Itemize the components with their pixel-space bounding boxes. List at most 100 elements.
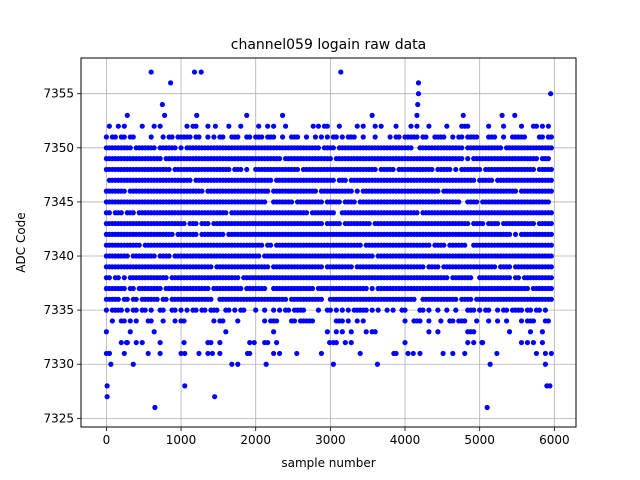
data-point [148, 134, 154, 140]
data-point [238, 166, 244, 173]
data-point [372, 134, 378, 140]
data-point [460, 112, 466, 118]
data-point [339, 134, 345, 140]
data-point [536, 307, 543, 313]
data-point [268, 242, 274, 248]
data-point [291, 318, 298, 324]
data-point [357, 242, 363, 248]
data-point [124, 253, 130, 259]
data-point [333, 339, 339, 346]
data-point [348, 339, 354, 346]
data-point [121, 285, 127, 292]
data-point [127, 329, 133, 335]
data-point [244, 350, 251, 357]
data-point [489, 177, 495, 183]
data-point [160, 134, 166, 140]
data-point [330, 210, 336, 216]
data-point [426, 123, 432, 129]
data-point [262, 285, 268, 292]
data-point [163, 296, 169, 302]
data-point [515, 275, 522, 281]
data-point [148, 307, 154, 313]
data-point [169, 231, 175, 237]
data-point [342, 177, 348, 183]
data-point [312, 134, 319, 140]
data-point [262, 318, 268, 324]
data-point [282, 296, 289, 302]
data-point [396, 134, 402, 140]
data-point [360, 318, 366, 324]
data-point [271, 329, 277, 335]
data-point [276, 307, 283, 313]
x-tick-label: 6000 [539, 433, 570, 447]
data-point [136, 242, 142, 248]
data-point [336, 199, 342, 205]
data-point [330, 177, 336, 183]
data-point [318, 296, 325, 302]
data-point [217, 350, 223, 357]
data-point [465, 220, 471, 227]
data-point [420, 264, 426, 270]
data-point [106, 210, 112, 216]
x-axis-ticks: 0 1000 2000 3000 4000 5000 6000 [103, 427, 570, 447]
data-point [130, 210, 136, 216]
chart-title: channel059 logain raw data [231, 37, 426, 53]
data-point [459, 145, 465, 151]
data-point [152, 404, 158, 411]
data-point [123, 339, 130, 346]
y-tick-label: 7330 [43, 357, 74, 371]
data-point [121, 318, 127, 324]
data-point [212, 123, 218, 129]
data-point [450, 318, 456, 324]
data-point [477, 307, 483, 313]
data-point [118, 339, 124, 346]
data-point [426, 307, 432, 313]
data-point [160, 318, 166, 324]
data-point [339, 307, 345, 313]
y-axis-label: ADC Code [14, 212, 28, 272]
data-point [205, 134, 211, 140]
data-point [495, 220, 501, 227]
data-point [193, 220, 199, 227]
data-point [462, 242, 468, 248]
data-point [387, 134, 393, 140]
data-point [495, 318, 501, 324]
data-point [205, 350, 211, 357]
data-point [527, 329, 534, 335]
data-point [265, 188, 271, 194]
data-point [178, 350, 184, 357]
data-point [548, 210, 554, 216]
data-point [524, 339, 531, 346]
data-point [374, 361, 381, 367]
x-tick-label: 0 [103, 433, 111, 447]
data-point [499, 112, 505, 118]
data-point [363, 307, 369, 313]
data-point [247, 134, 253, 140]
data-point [318, 134, 325, 140]
data-point [503, 318, 510, 324]
data-point [157, 339, 163, 346]
data-point [104, 383, 110, 389]
data-point [548, 220, 554, 227]
data-point [497, 145, 504, 151]
data-point [151, 123, 157, 129]
data-point [539, 123, 546, 129]
data-point [211, 134, 217, 140]
data-point [545, 123, 551, 129]
data-point [271, 123, 277, 129]
data-point [182, 383, 188, 389]
data-point [157, 156, 163, 162]
data-point [282, 123, 289, 129]
data-point [527, 307, 534, 313]
data-point [121, 275, 127, 281]
data-point [187, 134, 193, 140]
data-point [492, 134, 498, 140]
data-point [539, 134, 546, 140]
data-point [366, 220, 372, 227]
data-point [345, 318, 351, 324]
data-point [479, 339, 485, 346]
data-point [474, 318, 480, 324]
data-point [506, 264, 513, 270]
data-point [348, 188, 354, 194]
data-point [348, 264, 354, 270]
